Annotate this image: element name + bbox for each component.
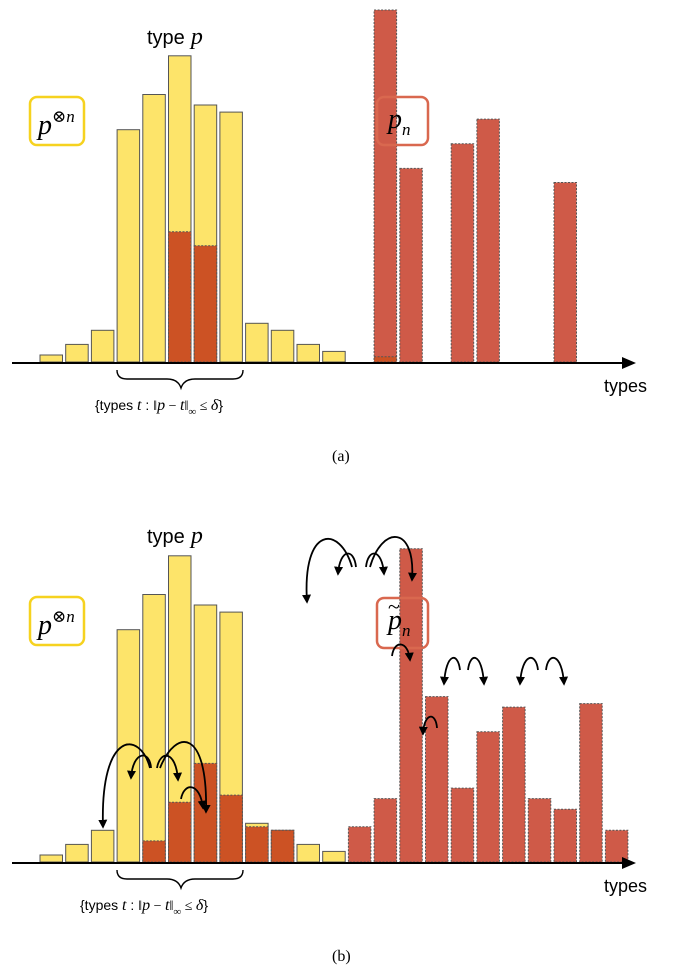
yellow-bar bbox=[296, 343, 320, 363]
red-bar bbox=[604, 829, 629, 863]
panel-b-x-axis-label: types bbox=[604, 876, 647, 896]
panel-b-tilde-accent: ~ bbox=[388, 594, 400, 619]
panel-a-caption: (a) bbox=[332, 448, 350, 465]
panel-b-type-label: type p bbox=[147, 523, 203, 549]
yellow-bar bbox=[219, 111, 243, 363]
red-bar bbox=[270, 829, 295, 863]
arrow-s21-left bbox=[515, 656, 539, 686]
arrow-peak-right-near bbox=[365, 552, 388, 576]
red-bar bbox=[553, 182, 577, 363]
red-bar bbox=[476, 118, 500, 363]
red-bar bbox=[399, 548, 423, 863]
red-bar bbox=[425, 696, 449, 863]
panel-b-p-tensor-n-box bbox=[28, 595, 86, 647]
arrow-s7-right bbox=[180, 786, 207, 810]
panel-b-arrows bbox=[98, 536, 569, 829]
panel-b: types type p p⊗n pn ~ bbox=[12, 523, 647, 965]
yellow-bar bbox=[39, 854, 63, 863]
yellow-bar bbox=[65, 843, 89, 863]
panel-a: types type p p⊗n pn {types t : ‖p − t‖∞ ≤… bbox=[12, 9, 647, 465]
panel-a-p-n-box bbox=[375, 95, 430, 147]
yellow-bar bbox=[39, 354, 63, 363]
yellow-bar bbox=[270, 329, 295, 363]
panel-b-bars bbox=[39, 548, 629, 863]
panel-b-p-tilde-n-box bbox=[375, 596, 430, 650]
yellow-bar bbox=[90, 329, 115, 363]
arrow-peak-right-far bbox=[369, 536, 418, 582]
red-bar bbox=[219, 794, 243, 863]
arrow-s6-right-far bbox=[159, 741, 211, 814]
panel-a-bars bbox=[39, 9, 577, 363]
panel-a-p-tensor-n-box bbox=[28, 95, 86, 147]
arrow-s21-right bbox=[545, 656, 569, 686]
overlap-bar bbox=[373, 356, 398, 363]
red-bar bbox=[579, 703, 603, 863]
yellow-bar bbox=[90, 829, 115, 863]
arrow-s15-right bbox=[391, 643, 414, 662]
panel-a-x-axis-label: types bbox=[604, 376, 647, 396]
red-bar bbox=[527, 798, 552, 863]
panel-b-brace bbox=[116, 869, 244, 891]
panel-a-axis-arrowhead bbox=[622, 357, 636, 369]
yellow-bar bbox=[322, 350, 346, 363]
yellow-bar bbox=[142, 94, 166, 363]
red-bar bbox=[399, 167, 423, 363]
arrow-s6-left-near bbox=[127, 754, 152, 780]
red-bar bbox=[245, 826, 269, 863]
red-bar bbox=[450, 787, 475, 863]
red-bar bbox=[168, 801, 192, 863]
panel-a-p-tensor-n-label: p⊗n bbox=[36, 107, 75, 141]
arrow-peak-left-near bbox=[334, 552, 357, 576]
arrow-s18-right bbox=[467, 657, 489, 686]
panel-a-brace-set-label: {types t : ‖p − t‖∞ ≤ δ} bbox=[95, 397, 223, 418]
arrow-peak-left-far bbox=[302, 538, 353, 604]
red-bar bbox=[373, 9, 398, 363]
overlap-bar bbox=[193, 245, 218, 363]
panel-b-p-tensor-n-label: p⊗n bbox=[36, 607, 75, 641]
red-bar bbox=[476, 731, 500, 863]
red-bar bbox=[347, 826, 372, 863]
arrow-s18-left bbox=[439, 657, 461, 686]
yellow-bar bbox=[65, 343, 89, 363]
panel-a-p-n-label: pn bbox=[386, 104, 411, 139]
red-bar bbox=[553, 808, 577, 863]
red-bar bbox=[502, 706, 526, 863]
panel-b-caption: (b) bbox=[332, 948, 351, 965]
red-bar bbox=[142, 840, 166, 863]
arrow-s6-right-near bbox=[156, 754, 183, 782]
panel-b-axis-arrowhead bbox=[622, 857, 636, 869]
red-bar bbox=[450, 143, 475, 363]
yellow-bar bbox=[322, 850, 346, 863]
yellow-bar bbox=[296, 843, 320, 863]
panel-a-brace bbox=[116, 369, 244, 391]
yellow-bar bbox=[245, 322, 269, 363]
panel-b-p-tilde-n-label: pn bbox=[386, 605, 411, 640]
panel-b-brace-set-label: {types t : ‖p − t‖∞ ≤ δ} bbox=[80, 897, 208, 918]
arrow-s17-left bbox=[418, 715, 438, 736]
overlap-bar bbox=[168, 231, 192, 363]
yellow-bar bbox=[116, 129, 141, 363]
panel-a-type-label: type p bbox=[147, 24, 203, 50]
yellow-bar bbox=[142, 594, 166, 863]
red-bar bbox=[373, 798, 398, 863]
